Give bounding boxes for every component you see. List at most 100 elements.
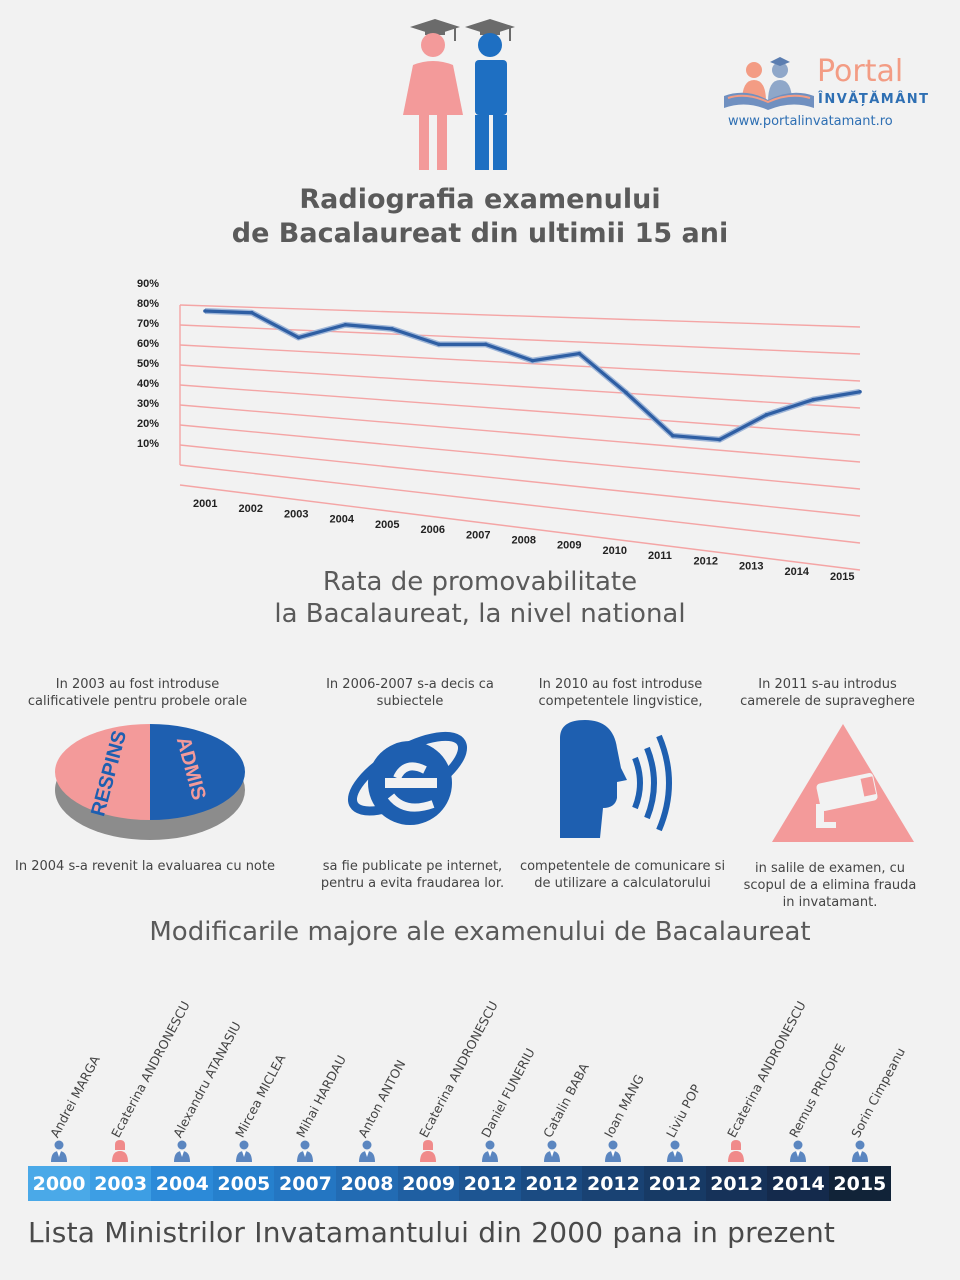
data-point-2010 xyxy=(624,390,628,395)
timeline-year-2012: 2012 xyxy=(459,1166,522,1201)
chart-subtitle-line-1: Rata de promovabilitate xyxy=(322,567,638,597)
camera-warning-icon xyxy=(772,724,914,842)
male-person-icon xyxy=(666,1140,683,1162)
x-tick-label: 2006 xyxy=(421,524,445,536)
internet-explorer-icon xyxy=(347,731,468,825)
data-point-2015 xyxy=(858,390,862,394)
timeline-year-2007: 2007 xyxy=(274,1166,337,1201)
data-point-2002 xyxy=(249,310,254,315)
male-person-icon xyxy=(790,1140,806,1162)
male-person-icon xyxy=(543,1140,560,1162)
page-title: Radiografia examenului de Bacalaureat di… xyxy=(0,183,960,251)
change-2011-top-text: In 2011 s-au introdus camerele de suprav… xyxy=(740,677,915,709)
chart-subtitle: Rata de promovabilitate la Bacalaureat, … xyxy=(0,566,960,630)
y-tick-label: 30% xyxy=(137,398,159,410)
change-2003-top-text: In 2003 au fost introduse calificativele… xyxy=(27,677,248,709)
timeline-year-2015: 2015 xyxy=(828,1166,891,1201)
portal-logo[interactable]: Portal ÎNVĂȚĂMÂNT www.portalinvatamant.r… xyxy=(722,52,932,132)
y-tick-label: 20% xyxy=(137,418,159,430)
minister-name: Andrei MARGA xyxy=(46,1052,103,1141)
title-line-1: Radiografia examenului xyxy=(299,184,661,215)
speaking-head-icon xyxy=(560,720,672,838)
x-tick-label: 2014 xyxy=(785,566,810,578)
x-tick-label: 2015 xyxy=(830,571,854,583)
data-point-2011 xyxy=(671,433,675,438)
x-tick-label: 2012 xyxy=(694,555,718,567)
timeline-year-2008: 2008 xyxy=(336,1166,399,1201)
female-person-icon xyxy=(420,1140,437,1162)
logo-invatamant-text: ÎNVĂȚĂMÂNT xyxy=(818,92,930,107)
minister-name: Remus PRICOPIE xyxy=(786,1041,849,1141)
x-tick-label: 2008 xyxy=(512,535,536,547)
y-tick-label: 50% xyxy=(137,358,159,370)
data-point-2005 xyxy=(390,327,394,331)
x-tick-label: 2002 xyxy=(239,503,263,515)
timeline-year-2000: 2000 xyxy=(28,1166,91,1201)
minister-name: Liviu POP xyxy=(662,1081,704,1141)
data-point-2012 xyxy=(717,437,722,442)
x-tick-label: 2004 xyxy=(330,514,355,526)
timeline-year-2005: 2005 xyxy=(212,1166,275,1201)
y-tick-label: 80% xyxy=(137,298,159,310)
data-point-2013 xyxy=(764,413,769,417)
male-person-icon xyxy=(297,1140,314,1162)
minister-name: Alexandru ATANASIU xyxy=(170,1019,244,1141)
minister-name: Sorin Cimpeanu xyxy=(847,1045,908,1141)
change-2011-bottom-text: in salile de examen, cu scopul de a elim… xyxy=(743,861,917,910)
y-tick-label: 70% xyxy=(137,318,159,330)
x-tick-label: 2005 xyxy=(375,519,399,531)
minister-name: Mircea MICLEA xyxy=(231,1051,288,1141)
title-line-2: de Bacalaureat din ultimii 15 ani xyxy=(231,218,729,249)
data-point-2003 xyxy=(296,335,301,340)
male-person-icon xyxy=(235,1140,252,1162)
data-point-2009 xyxy=(577,351,582,356)
male-person-icon xyxy=(851,1140,868,1162)
data-point-2007 xyxy=(483,342,488,347)
male-person-icon xyxy=(358,1140,375,1162)
timeline-year-2012: 2012 xyxy=(644,1166,707,1201)
change-2004-bottom-text: In 2004 s-a revenit la evaluarea cu note xyxy=(15,859,275,874)
logo-portal-text: Portal xyxy=(817,54,904,89)
timeline-year-2012: 2012 xyxy=(582,1166,645,1201)
x-tick-label: 2003 xyxy=(284,508,308,520)
male-person-icon xyxy=(482,1140,498,1162)
minister-name: Anton ANTON xyxy=(354,1057,409,1141)
timeline-year-2009: 2009 xyxy=(397,1166,460,1201)
change-2006-top-text: In 2006-2007 s-a decis ca subiectele xyxy=(326,677,494,709)
logo-people-book-icon xyxy=(724,57,814,110)
gridline-60 xyxy=(179,364,861,409)
minister-name: Ioan MANG xyxy=(601,1071,647,1141)
gridline-0 xyxy=(179,484,861,571)
gridline-20 xyxy=(179,444,861,517)
chart-subtitle-line-2: la Bacalaureat, la nivel national xyxy=(274,599,686,629)
timeline-year-2004: 2004 xyxy=(151,1166,214,1201)
minister-name: Mihai HARDAU xyxy=(293,1052,350,1141)
x-tick-label: 2010 xyxy=(603,545,627,557)
data-point-2008 xyxy=(530,358,535,363)
male-person-icon xyxy=(174,1140,190,1162)
x-tick-label: 2009 xyxy=(557,540,581,552)
female-person-icon xyxy=(112,1140,129,1162)
graduates-icon xyxy=(403,19,515,170)
x-tick-label: 2013 xyxy=(739,561,763,573)
y-tick-label: 40% xyxy=(137,378,159,390)
timeline-year-2012: 2012 xyxy=(520,1166,583,1201)
x-tick-label: 2011 xyxy=(648,550,672,562)
y-tick-label: 60% xyxy=(137,338,159,350)
girl-graduate-icon xyxy=(403,19,463,170)
timeline-title: Lista Ministrilor Invatamantului din 200… xyxy=(28,1216,836,1249)
logo-url[interactable]: www.portalinvatamant.ro xyxy=(728,114,893,129)
pass-rate-chart: 10% 20% 30% 40% 50% 60% 70% 80% 90% 2001 2002 2003 2… xyxy=(137,278,862,583)
timeline-year-2014: 2014 xyxy=(767,1166,830,1201)
minister-name: Daniel FUNERIU xyxy=(478,1045,538,1141)
change-2010-bottom-text: competentele de comunicare si de utiliza… xyxy=(519,859,726,891)
timeline-year-2012: 2012 xyxy=(705,1166,768,1201)
male-person-icon xyxy=(50,1140,67,1162)
gridline-30 xyxy=(179,424,861,490)
minister-name: Catalin BABA xyxy=(539,1060,592,1141)
gridline-40 xyxy=(179,404,861,463)
data-point-2004 xyxy=(343,322,348,327)
x-tick-label: 2007 xyxy=(466,529,490,541)
gridline-80 xyxy=(179,324,861,355)
female-person-icon xyxy=(728,1140,745,1162)
